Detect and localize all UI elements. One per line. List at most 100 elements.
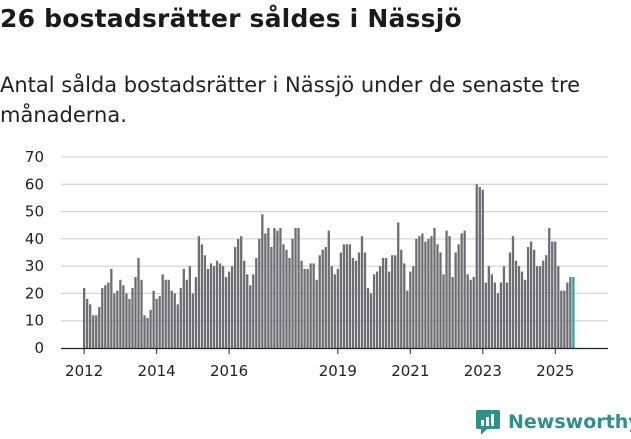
latest-value-label: 26 xyxy=(568,0,587,4)
newsworthy-logo[interactable]: Newsworthy xyxy=(475,407,631,437)
y-tick-label: 30 xyxy=(25,257,44,275)
bar xyxy=(542,260,545,348)
bar xyxy=(394,255,397,348)
bar xyxy=(526,247,530,348)
bar xyxy=(200,244,204,348)
bar xyxy=(539,266,542,348)
chart-subtitle: Antal sålda bostadsrätter i Nässjö under… xyxy=(0,73,581,127)
bar xyxy=(336,268,339,348)
x-tick-label: 2016 xyxy=(210,362,248,380)
bar xyxy=(155,298,158,348)
bar xyxy=(164,279,167,348)
bar xyxy=(560,290,563,348)
bar xyxy=(529,241,533,348)
bar xyxy=(345,244,349,348)
bar xyxy=(179,287,182,348)
bar xyxy=(215,260,219,348)
x-tick-label: 2019 xyxy=(319,362,357,380)
bar xyxy=(119,279,122,348)
bar xyxy=(448,236,451,348)
bar xyxy=(230,266,234,348)
bar xyxy=(514,260,518,348)
bar xyxy=(566,282,569,348)
newsworthy-icon xyxy=(476,410,500,435)
bar xyxy=(418,236,421,348)
bar xyxy=(375,271,379,348)
bar xyxy=(161,274,164,348)
bar xyxy=(282,244,285,348)
x-axis: 2012 2014 2016 2019 2021 2023 2025 xyxy=(61,347,608,380)
bar xyxy=(391,255,394,348)
bar xyxy=(439,252,442,348)
bar xyxy=(415,238,418,348)
bar xyxy=(511,236,515,348)
bar xyxy=(104,285,107,348)
bar xyxy=(478,187,481,348)
bar xyxy=(264,233,267,348)
bar xyxy=(388,271,391,348)
bar xyxy=(520,271,524,348)
bar xyxy=(484,282,487,348)
bar xyxy=(306,268,309,348)
bar xyxy=(436,244,439,348)
bar xyxy=(327,230,330,348)
bar xyxy=(218,263,222,348)
bar xyxy=(517,266,521,348)
bar xyxy=(294,227,297,348)
bar xyxy=(237,238,240,348)
bar xyxy=(403,263,406,348)
bar xyxy=(406,290,409,348)
bar xyxy=(206,268,210,348)
bar xyxy=(134,277,137,348)
bar xyxy=(143,315,146,348)
bar xyxy=(421,233,424,348)
bar xyxy=(185,279,188,348)
bar xyxy=(191,293,195,348)
annotations: 26 xyxy=(568,0,587,4)
y-tick-label: 60 xyxy=(25,175,44,193)
bar xyxy=(212,266,216,348)
x-tick-label: 2021 xyxy=(391,362,429,380)
bar xyxy=(442,274,445,348)
bar xyxy=(363,252,367,348)
bar xyxy=(101,287,104,348)
bar xyxy=(246,274,249,348)
bar xyxy=(221,266,225,348)
bar xyxy=(98,307,101,348)
bar xyxy=(548,227,551,348)
bar xyxy=(255,257,258,348)
bar xyxy=(412,266,415,348)
bar xyxy=(508,252,512,348)
bar xyxy=(107,282,110,348)
bar xyxy=(197,236,201,348)
bar xyxy=(243,260,246,348)
bar xyxy=(330,266,333,348)
chart-title: 26 bostadsrätter såldes i Nässjö xyxy=(0,4,462,33)
bar xyxy=(318,255,321,348)
bar xyxy=(469,279,472,348)
bar xyxy=(125,293,128,348)
bar xyxy=(397,222,400,348)
bar xyxy=(502,266,506,348)
bar xyxy=(463,230,466,348)
bar xyxy=(291,238,294,348)
bar xyxy=(149,309,152,348)
bar xyxy=(131,287,134,348)
bar xyxy=(400,249,403,348)
bar xyxy=(240,236,243,348)
bar xyxy=(378,266,382,348)
y-axis: 0 10 20 30 40 50 60 70 xyxy=(25,148,44,357)
bar xyxy=(496,293,500,348)
bar xyxy=(551,241,554,348)
bar xyxy=(300,260,303,348)
bar xyxy=(357,252,361,348)
x-tick-label: 2025 xyxy=(536,362,574,380)
bar xyxy=(203,255,207,348)
bar xyxy=(188,266,191,348)
bar xyxy=(460,233,463,348)
bar xyxy=(457,244,460,348)
bar xyxy=(427,238,430,348)
bar xyxy=(354,260,358,348)
bar xyxy=(424,241,427,348)
